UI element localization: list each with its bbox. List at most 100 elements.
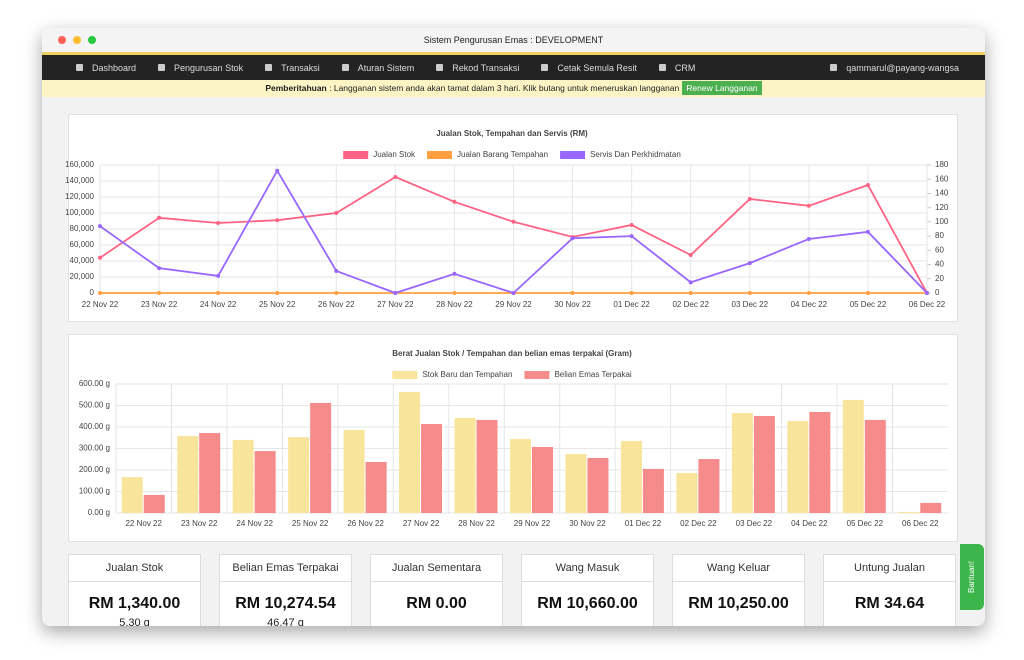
bar <box>620 440 642 513</box>
metric-card: Wang Masuk RM 10,660.00 <box>521 554 654 626</box>
window-title: Sistem Pengurusan Emas : DEVELOPMENT <box>423 35 604 45</box>
y2-tick-label: 0 <box>935 288 940 297</box>
x-tick-label: 22 Nov 22 <box>82 300 119 309</box>
nav-label: CRM <box>674 62 696 73</box>
point <box>570 236 575 241</box>
point <box>275 218 280 223</box>
point <box>216 221 221 225</box>
renew-button[interactable]: Renew Langganan <box>682 81 762 95</box>
y-tick-label: 500.00 g <box>79 401 110 410</box>
metric-card: Wang Keluar RM 10,250.00 <box>672 554 805 626</box>
point <box>747 291 752 295</box>
bar <box>842 399 864 513</box>
bar <box>753 416 775 513</box>
point <box>393 175 398 179</box>
bar <box>864 419 886 513</box>
bar <box>254 451 276 513</box>
card-title: Wang Keluar <box>673 555 804 582</box>
y-tick-label: 20,000 <box>70 272 95 281</box>
bar <box>310 402 332 513</box>
bar <box>365 462 387 513</box>
legend-swatch <box>427 151 453 159</box>
point <box>216 273 221 278</box>
nav-item[interactable]: Cetak Semula Resit <box>541 63 637 73</box>
y-tick-label: 400.00 g <box>79 422 110 431</box>
card-title: Jualan Sementara <box>371 555 502 582</box>
nav-label: Dashboard <box>92 62 137 73</box>
chart-title: Berat Jualan Stok / Tempahan dan belian … <box>392 349 632 358</box>
x-tick-label: 01 Dec 22 <box>625 519 662 528</box>
point <box>98 291 102 295</box>
y-tick-label: 300.00 g <box>79 444 110 453</box>
x-tick-label: 02 Dec 22 <box>680 519 717 528</box>
legend-label: Belian Emas Terpakai <box>554 370 631 379</box>
point <box>865 291 870 295</box>
x-tick-label: 22 Nov 22 <box>125 519 162 528</box>
point <box>334 268 339 273</box>
card-sub: 5.30 g <box>119 617 150 626</box>
y2-tick-label: 80 <box>935 231 944 240</box>
bar <box>177 436 199 513</box>
bar <box>399 391 421 513</box>
point <box>511 219 516 224</box>
bar <box>343 430 365 513</box>
point <box>747 261 752 266</box>
point <box>157 215 162 220</box>
nav-item[interactable]: Aturan Sistem <box>341 62 415 73</box>
x-tick-label: 24 Nov 22 <box>200 300 237 309</box>
y2-tick-label: 180 <box>935 160 949 169</box>
nav-item[interactable]: Pengurusan Stok <box>158 63 243 73</box>
nav-item[interactable]: Transaksi <box>265 63 320 73</box>
user-menu[interactable]: qammarul@payang-wangsa <box>830 63 959 73</box>
legend: Jualan Stok Jualan Barang Tempahan Servis … <box>343 150 681 159</box>
card-value: RM 10,250.00 <box>688 595 789 612</box>
y-tick-label: 100,000 <box>65 208 94 217</box>
bar <box>642 468 664 513</box>
x-tick-label: 26 Nov 22 <box>318 300 355 309</box>
metric-card: Jualan Stok RM 1,340.00 5.30 g <box>68 554 201 626</box>
point <box>629 234 634 239</box>
point <box>570 291 575 295</box>
nav-item[interactable]: Rekod Transaksi <box>436 63 519 73</box>
point <box>865 229 870 234</box>
card-title: Wang Masuk <box>522 555 653 582</box>
x-tick-label: 25 Nov 22 <box>292 519 329 528</box>
card-title: Belian Emas Terpakai <box>220 555 351 582</box>
point <box>806 236 811 241</box>
point <box>98 224 102 229</box>
y2-tick-label: 160 <box>935 174 949 183</box>
title-bar: Sistem Pengurusan Emas : DEVELOPMENT <box>42 28 985 55</box>
nav-item[interactable]: CRM <box>658 62 696 73</box>
notice-text: : Langganan sistem anda akan tamat dalam… <box>329 83 680 93</box>
bar <box>232 439 254 513</box>
x-tick-label: 04 Dec 22 <box>791 300 828 309</box>
legend-label: Jualan Stok <box>373 150 416 159</box>
x-tick-label: 29 Nov 22 <box>495 300 532 309</box>
bar <box>787 420 809 513</box>
x-tick-label: 01 Dec 22 <box>613 300 650 309</box>
y-tick-label: 40,000 <box>70 256 95 265</box>
bar <box>587 457 609 513</box>
notice-bar: Pemberitahuan : Langganan sistem anda ak… <box>42 80 985 97</box>
y-tick-label: 0.00 g <box>88 508 110 517</box>
nav-item[interactable]: Dashboard <box>76 63 136 73</box>
metric-card: Belian Emas Terpakai RM 10,274.54 46.47 g <box>219 554 352 626</box>
notice-label: Pemberitahuan <box>265 83 327 93</box>
nav-label: Aturan Sistem <box>357 62 415 73</box>
legend-swatch <box>343 151 369 159</box>
point <box>688 280 693 285</box>
nav-label: Transaksi <box>281 62 320 73</box>
point <box>865 183 870 187</box>
y2-tick-label: 60 <box>935 245 944 254</box>
x-tick-label: 23 Nov 22 <box>181 519 218 528</box>
y-tick-label: 140,000 <box>65 176 94 185</box>
bar <box>898 511 920 513</box>
metric-card: Jualan Sementara RM 0.00 <box>370 554 503 626</box>
card-value: RM 1,340.00 <box>88 595 181 612</box>
point <box>334 291 339 295</box>
point <box>452 199 457 204</box>
legend-label: Stok Baru dan Tempahan <box>422 370 512 379</box>
y2-tick-label: 140 <box>935 189 949 198</box>
bar <box>731 413 753 513</box>
